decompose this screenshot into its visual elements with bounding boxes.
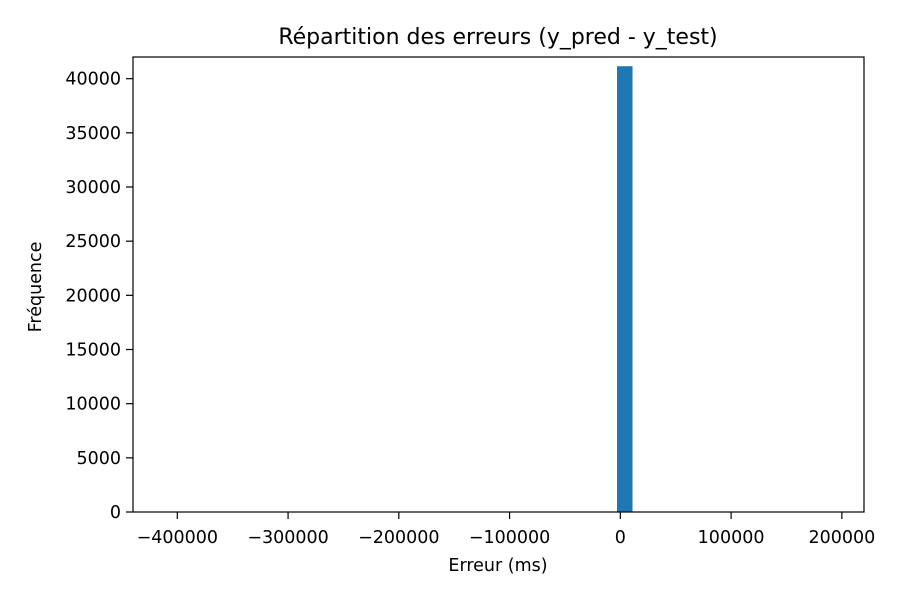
x-tick-label: 200000: [808, 528, 875, 548]
x-tick-label: 0: [615, 528, 626, 548]
y-axis-ticks: 0 5000 10000 15000 20000 25000 30000 35000 40000: [65, 70, 133, 523]
bars-layer: [617, 66, 633, 513]
y-tick-label: 25000: [65, 232, 121, 252]
y-tick-label: 35000: [65, 124, 121, 144]
y-tick-label: 10000: [65, 395, 121, 415]
y-tick-label: 0: [110, 503, 121, 523]
chart-title: Répartition des erreurs (y_pred - y_test…: [278, 25, 717, 50]
histogram-bar: [617, 66, 633, 513]
plot-frame: [132, 56, 865, 513]
y-tick-label: 15000: [65, 341, 121, 361]
x-tick-label: 100000: [698, 528, 765, 548]
y-tick-label: 20000: [65, 286, 121, 306]
y-axis-label: Fréquence: [26, 242, 46, 333]
x-axis-label: Erreur (ms): [448, 556, 547, 576]
x-tick-label: −400000: [137, 528, 218, 548]
x-axis-ticks: −400000 −300000 −200000 −100000 0 100000 20000…: [137, 512, 875, 548]
y-tick-label: 40000: [65, 70, 121, 90]
x-tick-label: −200000: [358, 528, 439, 548]
y-tick-label: 30000: [65, 178, 121, 198]
y-tick-label: 5000: [76, 449, 121, 469]
x-tick-label: −100000: [469, 528, 550, 548]
x-tick-label: −300000: [247, 528, 328, 548]
